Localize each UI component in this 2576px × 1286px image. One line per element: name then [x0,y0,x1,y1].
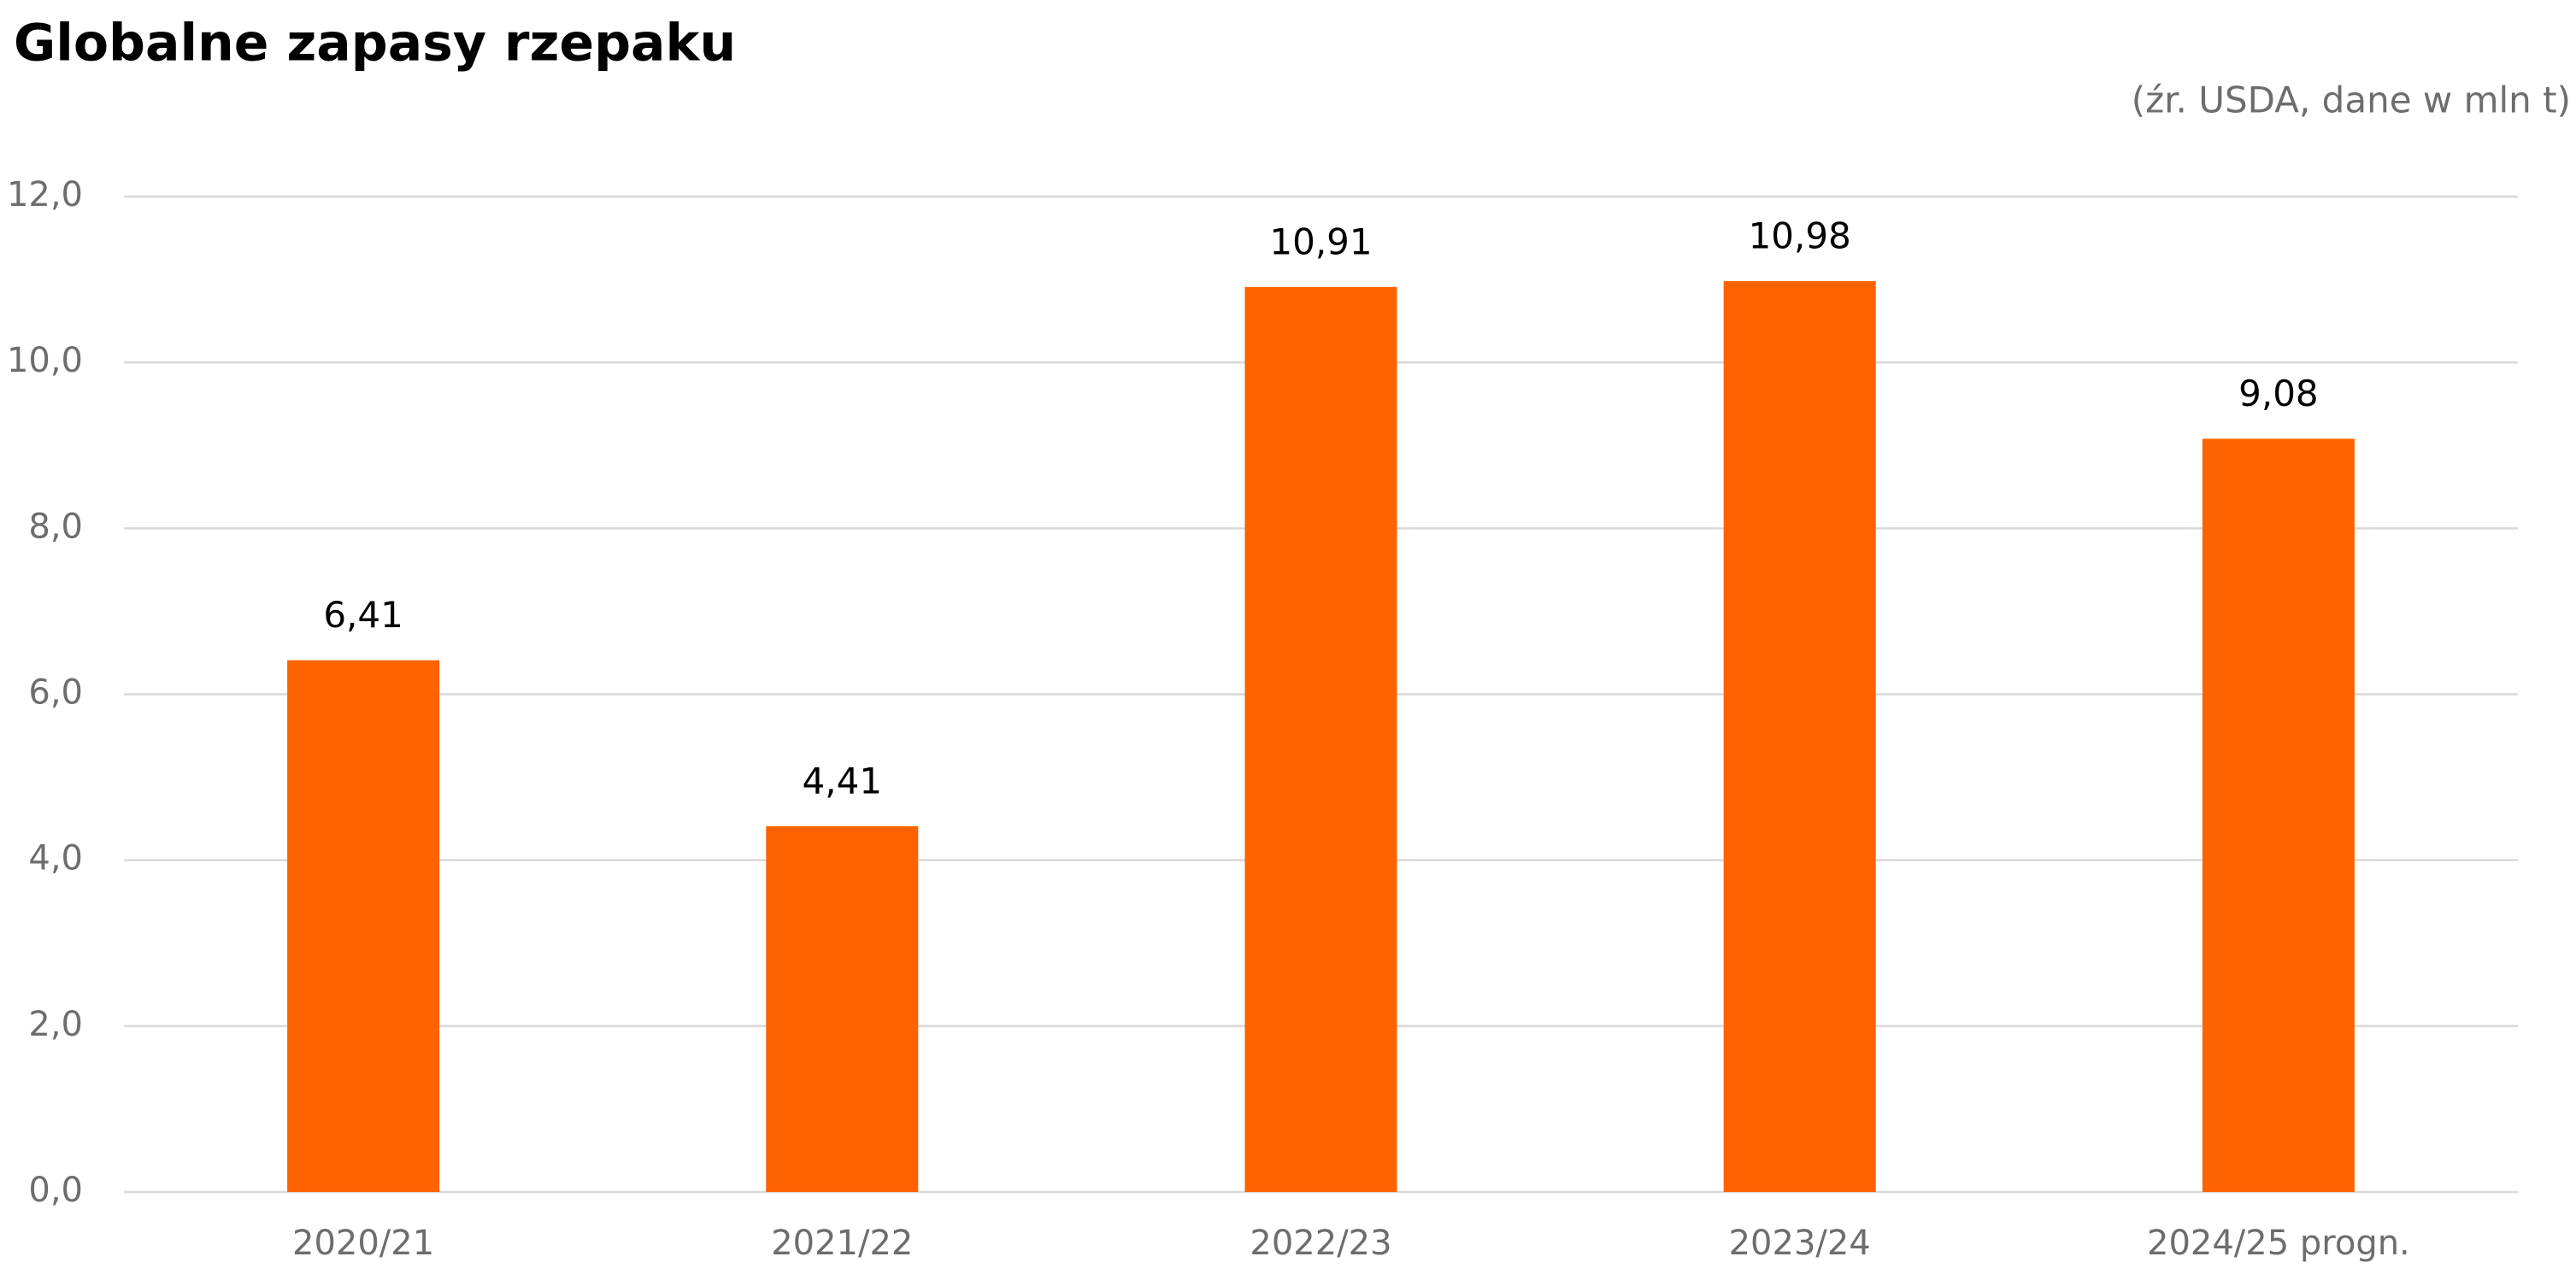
x-tick-label: 2021/22 [771,1224,913,1263]
chart-subtitle: (źr. USDA, dane w mln t) [2132,79,2571,121]
value-label: 10,98 [1749,215,1851,257]
y-tick-label: 6,0 [28,673,83,713]
x-tick-label: 2023/24 [1729,1224,1871,1263]
value-label: 6,41 [323,594,403,636]
value-label: 4,41 [803,760,883,802]
y-tick-label: 4,0 [28,839,83,878]
x-tick-label: 2020/21 [292,1224,434,1263]
y-tick-label: 12,0 [7,175,83,214]
y-tick-label: 8,0 [28,507,83,546]
x-tick-label: 2024/25 progn. [2147,1224,2410,1263]
bar [1723,281,1876,1192]
bar [2202,438,2355,1192]
bar [287,660,440,1192]
value-label: 9,08 [2238,373,2319,414]
x-tick-label: 2022/23 [1250,1224,1391,1263]
chart-title: Globalne zapasy rzepaku [14,14,736,73]
y-tick-label: 2,0 [28,1005,83,1044]
bar [766,825,919,1192]
value-label: 10,91 [1269,220,1372,262]
bar [1244,286,1397,1193]
y-tick-label: 10,0 [7,341,83,380]
y-tick-label: 0,0 [28,1171,83,1210]
